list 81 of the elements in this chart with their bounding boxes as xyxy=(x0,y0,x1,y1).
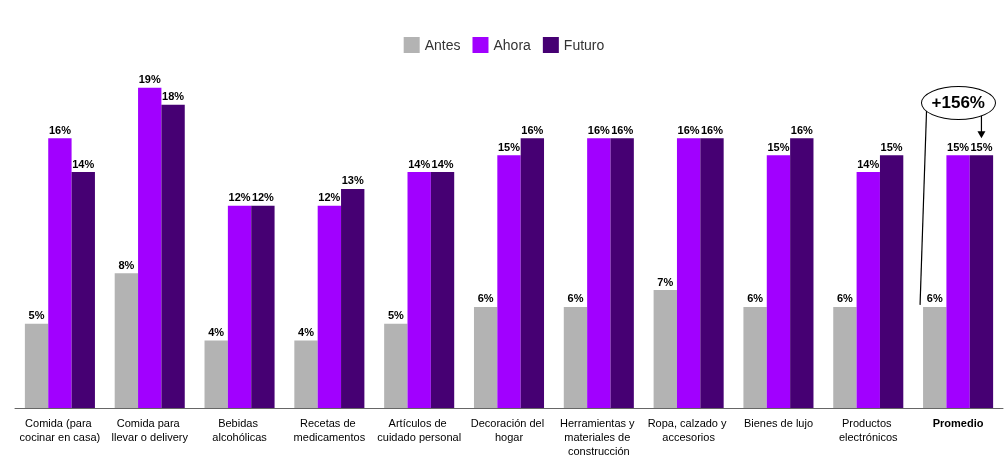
bar xyxy=(24,323,49,408)
data-label: 6% xyxy=(836,292,854,305)
data-label: 16% xyxy=(587,123,611,136)
bar xyxy=(114,273,139,408)
data-label: 16% xyxy=(790,123,814,136)
data-label: 13% xyxy=(341,174,364,187)
bar xyxy=(766,155,791,408)
data-label: 16% xyxy=(677,123,700,136)
legend-label: Ahora xyxy=(493,37,532,53)
x-tick-label: Comida para llevar o delivery xyxy=(111,417,189,443)
data-label: 14% xyxy=(431,157,454,170)
bar xyxy=(48,138,72,408)
data-label: 16% xyxy=(521,123,544,136)
data-label: 12% xyxy=(228,191,251,204)
bar xyxy=(317,205,342,408)
data-label: 4% xyxy=(298,326,315,339)
x-tick-label: Herramientas y materiales de construcción xyxy=(560,417,638,457)
x-tick-label: Productos electrónicos xyxy=(838,417,899,443)
annotation: +156% xyxy=(920,86,996,121)
bar xyxy=(71,172,95,408)
bar xyxy=(563,306,588,408)
x-tick-label: Bienes de lujo xyxy=(743,417,814,429)
data-label: 6% xyxy=(926,292,943,305)
data-label: 5% xyxy=(28,309,45,322)
bar xyxy=(587,138,611,408)
bar xyxy=(138,87,162,408)
data-label: 15% xyxy=(880,140,903,153)
bar xyxy=(969,155,994,408)
legend-label: Futuro xyxy=(563,37,605,53)
data-label: 16% xyxy=(611,123,634,136)
data-label: 14% xyxy=(857,157,880,170)
bar xyxy=(430,172,455,408)
data-label: 6% xyxy=(747,292,764,305)
bar xyxy=(520,138,545,408)
data-label: 15% xyxy=(970,140,993,153)
bar xyxy=(294,340,318,408)
data-label: 15% xyxy=(947,140,970,153)
bar xyxy=(473,306,498,408)
data-label: 8% xyxy=(118,258,135,271)
data-label: 16% xyxy=(700,123,724,136)
data-label: 7% xyxy=(657,275,674,288)
x-tick-label: Comida (para cocinar en casa) xyxy=(19,417,101,443)
bar xyxy=(879,155,904,408)
bar xyxy=(204,340,228,408)
data-label: 18% xyxy=(162,90,185,103)
bar xyxy=(227,205,252,408)
data-label: 4% xyxy=(208,326,225,339)
x-tick-label: Promedio xyxy=(932,417,984,429)
x-tick-label: Ropa, calzado y accesorios xyxy=(647,417,730,443)
data-label: 19% xyxy=(138,73,161,86)
data-label: 16% xyxy=(48,123,72,136)
bar xyxy=(384,323,408,408)
bar xyxy=(251,205,275,408)
data-label: 12% xyxy=(318,191,341,204)
bar xyxy=(790,138,814,408)
data-label: 14% xyxy=(408,157,431,170)
bar xyxy=(743,306,767,408)
bar xyxy=(676,138,701,408)
x-tick-label: Bebidas alcohólicas xyxy=(212,417,268,443)
x-tick-label: Recetas de medicamentos xyxy=(293,417,366,443)
x-tick-label: Decoración del hogar xyxy=(470,417,548,443)
bar xyxy=(341,188,365,408)
data-label: 12% xyxy=(251,191,275,204)
data-label: 15% xyxy=(767,140,790,153)
bar xyxy=(610,138,634,408)
bar xyxy=(407,172,431,408)
bar xyxy=(497,155,521,408)
bar xyxy=(856,172,880,408)
data-label: 14% xyxy=(72,157,95,170)
legend-label: Antes xyxy=(424,37,461,53)
bar xyxy=(923,306,947,408)
bar xyxy=(161,104,185,408)
data-label: 6% xyxy=(477,292,494,305)
data-label: 6% xyxy=(567,292,584,305)
bar xyxy=(833,306,857,408)
bar xyxy=(653,290,677,408)
bar xyxy=(700,138,724,408)
data-label: 5% xyxy=(387,309,404,322)
bar xyxy=(946,155,970,408)
x-tick-label: Artículos de cuidado personal xyxy=(377,417,462,443)
data-label: 15% xyxy=(497,140,521,153)
